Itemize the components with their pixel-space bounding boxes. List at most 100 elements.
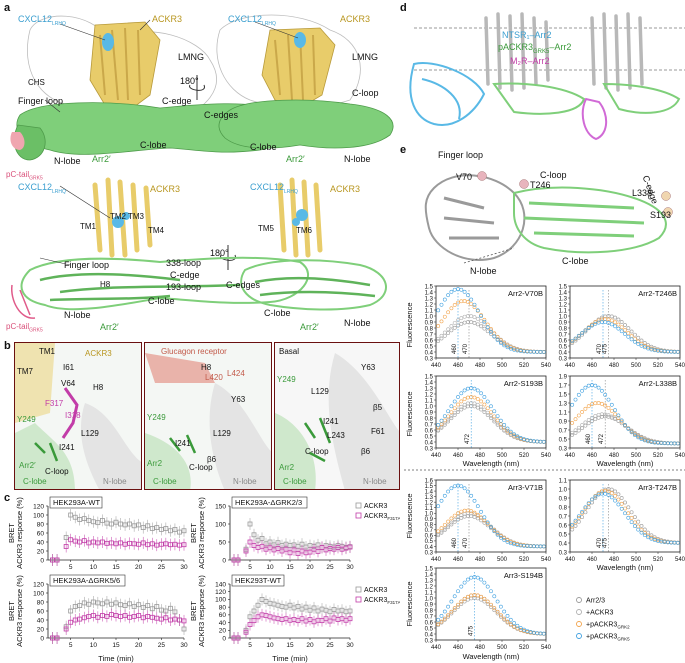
e-c-lobe: C-lobe (562, 256, 589, 266)
b1-c-lobe: C-lobe (23, 477, 47, 486)
fluor-y-tick-label: 0.7 (425, 528, 434, 534)
bret-point (167, 542, 173, 548)
fluor-point (475, 512, 480, 517)
fluor-point (642, 527, 647, 532)
bret-point (122, 541, 128, 547)
a-bl-c-lobe: C-lobe (148, 296, 175, 306)
fluor-point (583, 420, 588, 425)
bret-point (131, 541, 137, 547)
fluor-point (619, 325, 624, 330)
fluor-point (442, 609, 447, 614)
bret-title-box (49, 574, 126, 587)
fluor-point (492, 528, 497, 533)
bret-legend-label: ACKR3F317A I318G (364, 597, 400, 605)
fluor-point (436, 617, 441, 622)
fluor-point (482, 580, 487, 585)
fluor-point (576, 333, 581, 338)
bret-point (275, 546, 281, 551)
fluor-point (449, 516, 454, 521)
a-bl-c-edge: C-edge (170, 270, 200, 280)
fluor-y-tick-label: 0.9 (425, 410, 434, 416)
fluor-point (446, 327, 451, 332)
bret-point (167, 617, 173, 623)
fluor-y-tick-label: 1.1 (425, 506, 434, 512)
fluor-point (452, 287, 457, 292)
fluor-legend-sub: GRK5 (617, 637, 630, 642)
bret-point (54, 557, 60, 563)
e-n-lobe: N-lobe (470, 266, 497, 276)
d-label-packr3: pACKR3GRK5–Arr2 (498, 42, 572, 55)
fluor-point (609, 495, 614, 500)
bret-point (287, 602, 293, 608)
a-bl-cxcl12: CXCL12LRHQ (18, 182, 66, 195)
fluor-point (462, 388, 467, 393)
b2-l129: L129 (213, 429, 231, 438)
bret-x-tick-label: 25 (326, 564, 334, 571)
b3-i241: I241 (323, 417, 339, 426)
fluor-point (459, 513, 464, 518)
fluor-point (462, 314, 467, 319)
bret-point (122, 613, 128, 618)
bret-x-tick-label: 20 (135, 564, 143, 571)
a-tr-n-lobe: N-lobe (344, 154, 371, 164)
fluor-point (619, 506, 624, 511)
fluor-peak-label: 472 (599, 433, 605, 444)
fluor-point (479, 577, 484, 582)
fluor-legend: Arr2/3 +ACKR3 +pACKR3GRK2 +pACKR3GRK5 (576, 597, 630, 642)
fluor-point (590, 415, 594, 420)
fluor-point (446, 414, 451, 419)
fluor-point (583, 328, 588, 333)
bret-point (95, 540, 101, 546)
bret-ylabel: BRET (7, 601, 16, 621)
bret-y-tick-label: 80 (37, 599, 45, 606)
b2-h8: H8 (201, 363, 212, 372)
fluor-point (675, 350, 680, 354)
panel-d-structures (409, 12, 685, 141)
fluor-point (632, 332, 637, 337)
bret-y-tick-label: 0 (222, 635, 226, 642)
panel-a-leader-lines (39, 19, 299, 266)
a-rotate-top: 180° (180, 76, 199, 86)
fluor-point (636, 335, 641, 340)
bret-point (243, 629, 249, 635)
fluor-point (472, 315, 477, 320)
fluor-y-tick-label: 0.9 (425, 517, 434, 523)
fluor-point (436, 622, 441, 627)
fluor-point (609, 318, 614, 323)
fluor-point (623, 506, 627, 511)
panel-a-structures (10, 14, 394, 319)
bret-y-tick-label: 100 (215, 521, 226, 528)
fluor-point (576, 392, 581, 397)
fluor-point (466, 300, 470, 304)
fluor-point (475, 316, 480, 321)
a-bl-ptail: pC-tailGRK5 (6, 322, 43, 334)
bret-point (154, 615, 160, 621)
fluor-point (613, 494, 618, 498)
fluor-point (570, 524, 575, 529)
bret-point (315, 548, 321, 554)
bret-point (181, 618, 187, 624)
fluor-y-tick-label: 0.3 (425, 356, 434, 362)
fluor-point (522, 627, 526, 632)
fluor-y-tick-label: 1.4 (425, 380, 434, 386)
a-tr-c-lobe: C-lobe (250, 142, 277, 152)
fluor-point (626, 334, 631, 339)
bret-y-tick-label: 50 (219, 539, 227, 546)
fluor-point (449, 410, 454, 415)
bret-point (158, 527, 164, 532)
fluor-point (436, 422, 441, 427)
fluor-y-tick-label: 0.9 (559, 419, 568, 425)
fluor-point (475, 402, 480, 407)
b2-y63: Y63 (231, 395, 246, 404)
fluor-point (462, 299, 467, 303)
bret-point (90, 539, 96, 545)
fluor-point (449, 289, 454, 294)
fluor-point (573, 520, 578, 525)
fluor-point (590, 323, 594, 328)
fluor-point (583, 329, 588, 334)
a-tr-lmng: LMNG (352, 52, 379, 62)
fluor-point (456, 323, 460, 328)
b1-l129: L129 (81, 429, 99, 438)
fluor-y-tick-label: 0.8 (425, 326, 434, 332)
fluor-y-tick-label: 1.0 (425, 314, 434, 320)
